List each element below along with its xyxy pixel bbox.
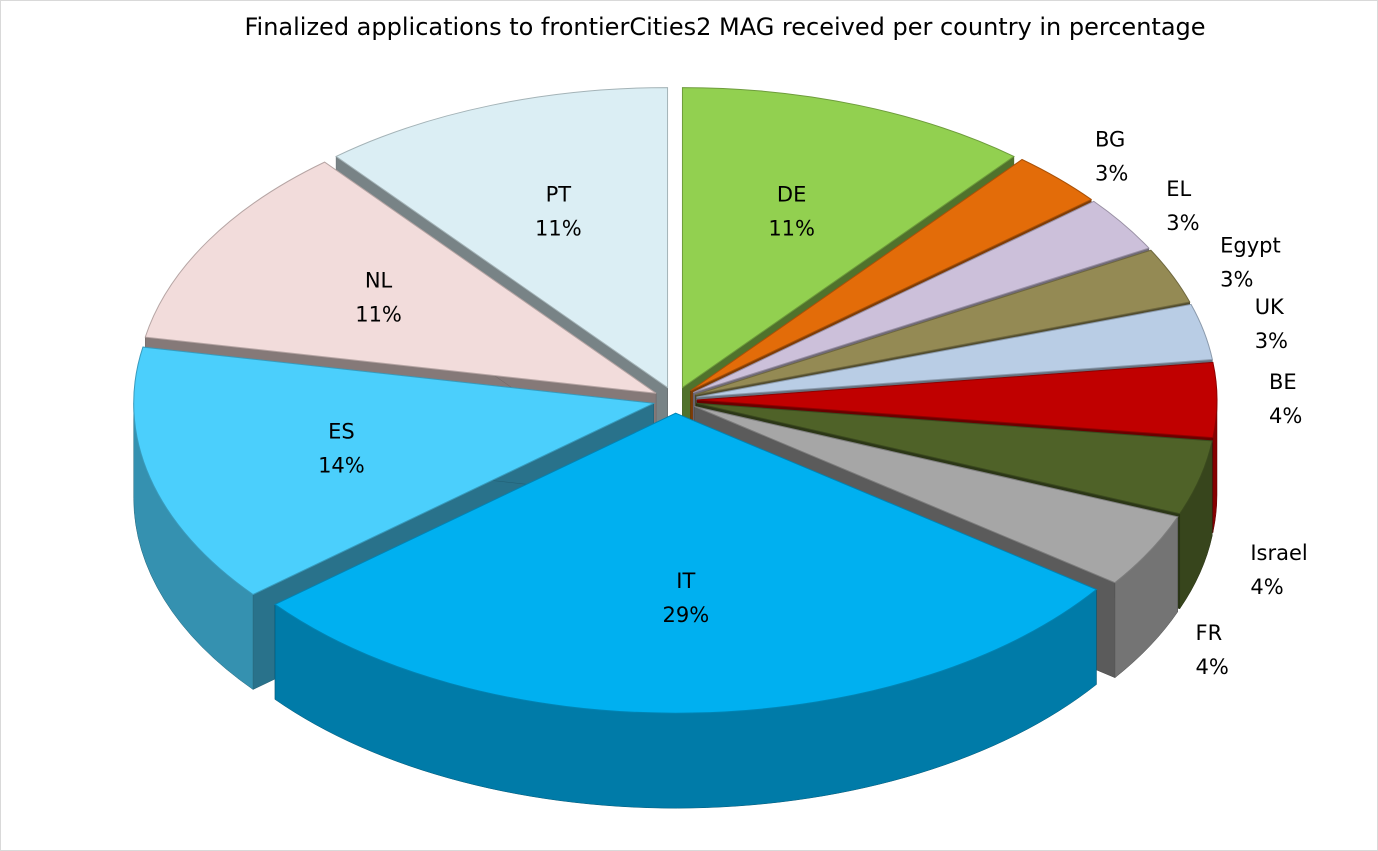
data-label-name: BG — [1095, 127, 1125, 151]
data-label-value: 14% — [318, 454, 365, 478]
data-label-value: 3% — [1095, 161, 1128, 185]
data-label-value: 4% — [1269, 404, 1302, 428]
data-label-value: 11% — [535, 217, 582, 241]
slice — [681, 87, 1015, 389]
slice — [692, 200, 1150, 394]
slice — [690, 158, 1093, 392]
slice-tops — [133, 87, 1218, 714]
data-label-value: 4% — [1196, 655, 1229, 679]
data-label-name: EL — [1166, 177, 1191, 201]
slice — [696, 402, 1213, 515]
data-label-name: IT — [676, 569, 695, 593]
data-label-value: 3% — [1166, 211, 1199, 235]
data-label-value: 29% — [662, 603, 709, 627]
data-label-name: FR — [1196, 621, 1223, 645]
data-label-value: 3% — [1255, 329, 1288, 353]
data-label-name: NL — [365, 269, 393, 293]
slice — [695, 249, 1191, 396]
slice — [696, 361, 1218, 439]
chart-title: Finalized applications to frontierCities… — [244, 13, 1205, 41]
slice — [694, 405, 1179, 584]
data-label-name: Israel — [1250, 541, 1307, 565]
slice — [335, 87, 669, 389]
data-label-name: DE — [777, 183, 806, 207]
data-label-name: UK — [1255, 295, 1285, 319]
data-label-name: BE — [1269, 370, 1297, 394]
data-label-value: 11% — [355, 303, 402, 327]
slice — [133, 346, 656, 596]
data-labels: DE11%BG3%EL3%Egypt3%UK3%BE4%Israel4%FR4%… — [318, 127, 1308, 679]
data-label-name: PT — [546, 183, 572, 207]
slice — [144, 161, 657, 394]
data-label-value: 4% — [1250, 575, 1283, 599]
data-label-value: 11% — [768, 217, 815, 241]
data-label-value: 3% — [1220, 268, 1253, 292]
data-label-name: ES — [328, 420, 355, 444]
data-label-name: Egypt — [1220, 234, 1281, 258]
slice — [274, 412, 1098, 714]
slice — [696, 303, 1213, 398]
